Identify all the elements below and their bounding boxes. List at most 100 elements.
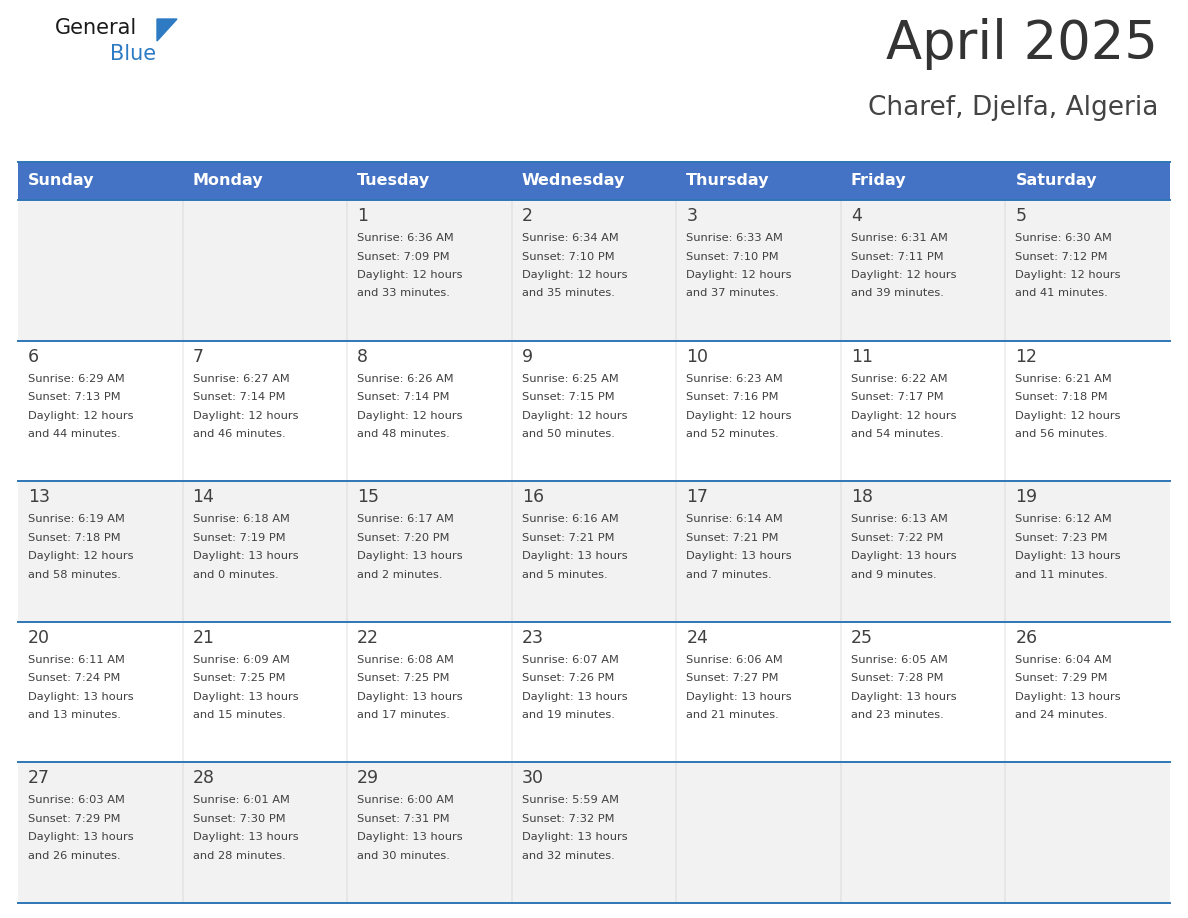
Text: Sunset: 7:15 PM: Sunset: 7:15 PM xyxy=(522,392,614,402)
Text: and 37 minutes.: and 37 minutes. xyxy=(687,288,779,298)
Bar xyxy=(18,481,1170,621)
Text: 17: 17 xyxy=(687,488,708,506)
Text: Daylight: 12 hours: Daylight: 12 hours xyxy=(687,410,791,420)
Text: Monday: Monday xyxy=(192,174,264,188)
Text: and 23 minutes.: and 23 minutes. xyxy=(851,711,943,721)
Text: General: General xyxy=(55,18,138,38)
Bar xyxy=(1005,162,1170,200)
Text: 10: 10 xyxy=(687,348,708,365)
Text: Daylight: 13 hours: Daylight: 13 hours xyxy=(851,692,956,701)
Text: Daylight: 12 hours: Daylight: 12 hours xyxy=(358,270,462,280)
Text: Sunrise: 6:17 AM: Sunrise: 6:17 AM xyxy=(358,514,454,524)
Text: Sunrise: 6:14 AM: Sunrise: 6:14 AM xyxy=(687,514,783,524)
Text: Daylight: 13 hours: Daylight: 13 hours xyxy=(1016,551,1121,561)
Text: Sunrise: 6:16 AM: Sunrise: 6:16 AM xyxy=(522,514,619,524)
Text: Daylight: 13 hours: Daylight: 13 hours xyxy=(29,833,133,843)
Text: Sunrise: 5:59 AM: Sunrise: 5:59 AM xyxy=(522,795,619,805)
Text: 6: 6 xyxy=(29,348,39,365)
Text: 3: 3 xyxy=(687,207,697,225)
Text: and 50 minutes.: and 50 minutes. xyxy=(522,429,614,439)
Text: and 28 minutes.: and 28 minutes. xyxy=(192,851,285,861)
Text: Daylight: 13 hours: Daylight: 13 hours xyxy=(29,692,133,701)
Text: Sunset: 7:25 PM: Sunset: 7:25 PM xyxy=(192,673,285,683)
Text: 7: 7 xyxy=(192,348,203,365)
Text: Daylight: 12 hours: Daylight: 12 hours xyxy=(1016,410,1121,420)
Text: April 2025: April 2025 xyxy=(886,18,1158,70)
Text: Sunset: 7:25 PM: Sunset: 7:25 PM xyxy=(358,673,449,683)
Text: Daylight: 13 hours: Daylight: 13 hours xyxy=(522,833,627,843)
Text: 2: 2 xyxy=(522,207,532,225)
Text: Sunrise: 6:23 AM: Sunrise: 6:23 AM xyxy=(687,374,783,384)
Text: Sunrise: 6:18 AM: Sunrise: 6:18 AM xyxy=(192,514,290,524)
Bar xyxy=(18,341,1170,481)
Text: Sunset: 7:20 PM: Sunset: 7:20 PM xyxy=(358,532,449,543)
Text: Sunset: 7:14 PM: Sunset: 7:14 PM xyxy=(192,392,285,402)
Text: Daylight: 12 hours: Daylight: 12 hours xyxy=(851,410,956,420)
Text: 4: 4 xyxy=(851,207,861,225)
Bar xyxy=(676,162,841,200)
Text: 20: 20 xyxy=(29,629,50,647)
Text: 11: 11 xyxy=(851,348,873,365)
Text: Sunset: 7:24 PM: Sunset: 7:24 PM xyxy=(29,673,120,683)
Text: Sunday: Sunday xyxy=(29,174,95,188)
Text: Daylight: 13 hours: Daylight: 13 hours xyxy=(1016,692,1121,701)
Text: Sunrise: 6:26 AM: Sunrise: 6:26 AM xyxy=(358,374,454,384)
Text: Tuesday: Tuesday xyxy=(358,174,430,188)
Bar xyxy=(18,162,183,200)
Text: and 30 minutes.: and 30 minutes. xyxy=(358,851,450,861)
Text: Daylight: 12 hours: Daylight: 12 hours xyxy=(687,270,791,280)
Text: and 0 minutes.: and 0 minutes. xyxy=(192,570,278,579)
Text: Sunset: 7:31 PM: Sunset: 7:31 PM xyxy=(358,814,450,823)
Text: Daylight: 13 hours: Daylight: 13 hours xyxy=(192,551,298,561)
Bar xyxy=(512,162,676,200)
Text: Sunset: 7:14 PM: Sunset: 7:14 PM xyxy=(358,392,449,402)
Text: Sunrise: 6:01 AM: Sunrise: 6:01 AM xyxy=(192,795,290,805)
Text: Daylight: 12 hours: Daylight: 12 hours xyxy=(1016,270,1121,280)
Text: and 46 minutes.: and 46 minutes. xyxy=(192,429,285,439)
Text: Thursday: Thursday xyxy=(687,174,770,188)
Text: Sunrise: 6:31 AM: Sunrise: 6:31 AM xyxy=(851,233,948,243)
Text: and 15 minutes.: and 15 minutes. xyxy=(192,711,285,721)
Text: Sunrise: 6:11 AM: Sunrise: 6:11 AM xyxy=(29,655,125,665)
Text: Daylight: 13 hours: Daylight: 13 hours xyxy=(192,833,298,843)
Text: Sunrise: 6:21 AM: Sunrise: 6:21 AM xyxy=(1016,374,1112,384)
Text: and 13 minutes.: and 13 minutes. xyxy=(29,711,121,721)
Text: Sunrise: 6:06 AM: Sunrise: 6:06 AM xyxy=(687,655,783,665)
Text: Sunset: 7:19 PM: Sunset: 7:19 PM xyxy=(192,532,285,543)
Text: Sunset: 7:09 PM: Sunset: 7:09 PM xyxy=(358,252,450,262)
Text: 14: 14 xyxy=(192,488,215,506)
Text: Sunrise: 6:30 AM: Sunrise: 6:30 AM xyxy=(1016,233,1112,243)
Text: and 24 minutes.: and 24 minutes. xyxy=(1016,711,1108,721)
Text: and 9 minutes.: and 9 minutes. xyxy=(851,570,936,579)
Text: Sunrise: 6:08 AM: Sunrise: 6:08 AM xyxy=(358,655,454,665)
Bar xyxy=(347,162,512,200)
Text: Sunrise: 6:27 AM: Sunrise: 6:27 AM xyxy=(192,374,290,384)
Text: Daylight: 13 hours: Daylight: 13 hours xyxy=(358,692,463,701)
Text: Sunset: 7:13 PM: Sunset: 7:13 PM xyxy=(29,392,121,402)
Text: and 17 minutes.: and 17 minutes. xyxy=(358,711,450,721)
Text: Daylight: 13 hours: Daylight: 13 hours xyxy=(358,551,463,561)
Text: and 32 minutes.: and 32 minutes. xyxy=(522,851,614,861)
Text: Friday: Friday xyxy=(851,174,906,188)
Text: Sunset: 7:26 PM: Sunset: 7:26 PM xyxy=(522,673,614,683)
Text: Daylight: 12 hours: Daylight: 12 hours xyxy=(358,410,462,420)
Text: Sunset: 7:28 PM: Sunset: 7:28 PM xyxy=(851,673,943,683)
Text: 1: 1 xyxy=(358,207,368,225)
Text: 24: 24 xyxy=(687,629,708,647)
Text: and 54 minutes.: and 54 minutes. xyxy=(851,429,943,439)
Text: Sunrise: 6:00 AM: Sunrise: 6:00 AM xyxy=(358,795,454,805)
Text: Sunset: 7:18 PM: Sunset: 7:18 PM xyxy=(29,532,121,543)
Text: and 11 minutes.: and 11 minutes. xyxy=(1016,570,1108,579)
Bar xyxy=(183,162,347,200)
Text: Sunrise: 6:09 AM: Sunrise: 6:09 AM xyxy=(192,655,290,665)
Text: 16: 16 xyxy=(522,488,544,506)
Text: Sunset: 7:21 PM: Sunset: 7:21 PM xyxy=(522,532,614,543)
Text: Sunset: 7:10 PM: Sunset: 7:10 PM xyxy=(687,252,779,262)
Text: Sunset: 7:12 PM: Sunset: 7:12 PM xyxy=(1016,252,1108,262)
Text: Sunset: 7:30 PM: Sunset: 7:30 PM xyxy=(192,814,285,823)
Text: Sunrise: 6:03 AM: Sunrise: 6:03 AM xyxy=(29,795,125,805)
Text: Sunset: 7:18 PM: Sunset: 7:18 PM xyxy=(1016,392,1108,402)
Text: Daylight: 12 hours: Daylight: 12 hours xyxy=(192,410,298,420)
Text: Sunset: 7:10 PM: Sunset: 7:10 PM xyxy=(522,252,614,262)
Text: 22: 22 xyxy=(358,629,379,647)
